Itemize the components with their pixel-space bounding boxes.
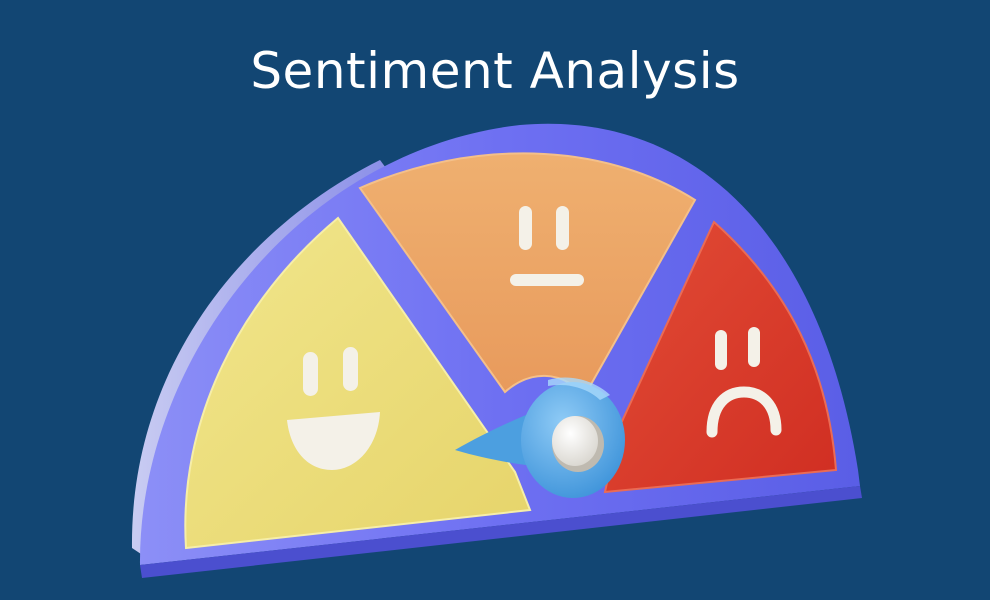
sad-face-icon bbox=[706, 327, 782, 438]
smiling-face-icon bbox=[287, 347, 380, 470]
needle-cap bbox=[552, 416, 604, 472]
neutral-face-icon bbox=[510, 206, 584, 286]
page-title: Sentiment Analysis bbox=[250, 42, 740, 100]
gauge-base-edge bbox=[140, 486, 862, 578]
gauge-side bbox=[131, 160, 393, 560]
